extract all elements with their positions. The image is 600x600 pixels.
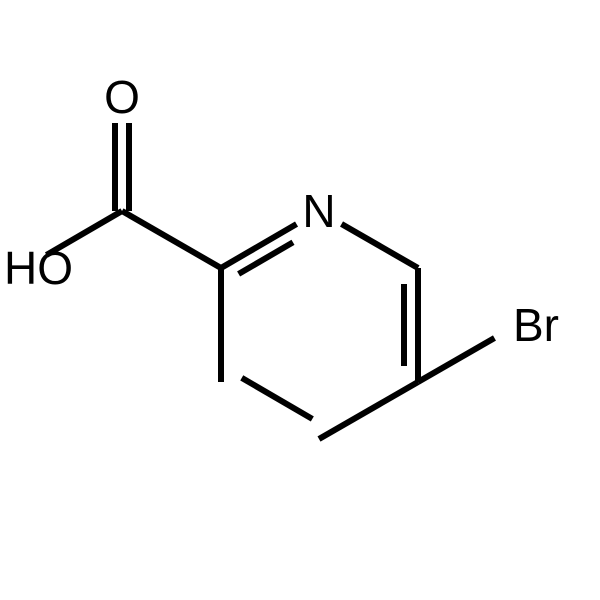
atom-label-br10: Br xyxy=(513,299,559,351)
bond-single xyxy=(418,338,494,382)
bond-single xyxy=(319,382,418,439)
atom-label-o9: HO xyxy=(4,242,73,294)
atom-label-o8: O xyxy=(104,71,140,123)
bond-double-inner xyxy=(242,378,313,419)
molecule-diagram: N O HO Br xyxy=(0,0,600,600)
bond-single xyxy=(122,211,221,268)
bond-single xyxy=(342,224,418,268)
atom-label-n1: N xyxy=(302,185,335,237)
bond-double-inner xyxy=(239,242,293,274)
